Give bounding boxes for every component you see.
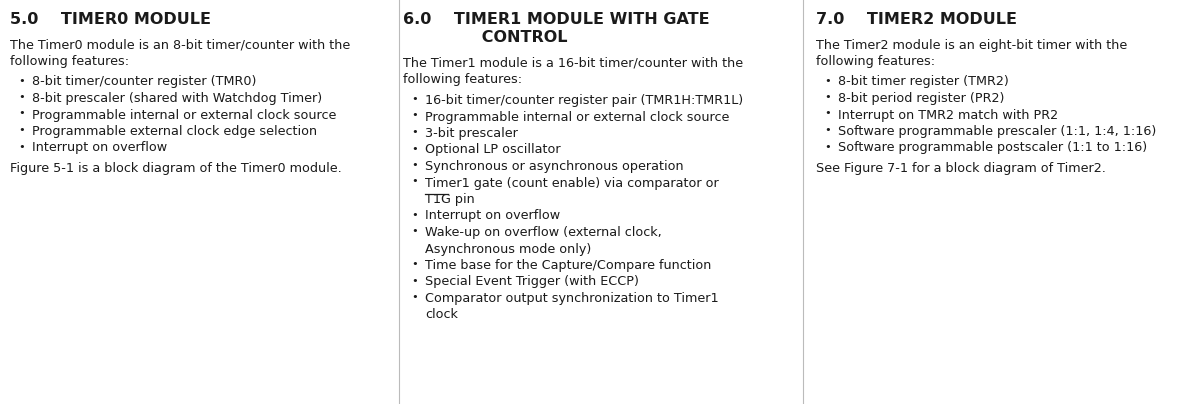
- Text: •: •: [410, 276, 418, 286]
- Text: clock: clock: [425, 309, 458, 322]
- Text: •: •: [18, 109, 25, 118]
- Text: •: •: [410, 177, 418, 187]
- Text: •: •: [410, 226, 418, 236]
- Text: 5.0    TIMER0 MODULE: 5.0 TIMER0 MODULE: [10, 12, 211, 27]
- Text: Programmable internal or external clock source: Programmable internal or external clock …: [425, 111, 730, 124]
- Text: 8-bit period register (PR2): 8-bit period register (PR2): [838, 92, 1004, 105]
- Text: following features:: following features:: [10, 55, 130, 68]
- Text: Interrupt on TMR2 match with PR2: Interrupt on TMR2 match with PR2: [838, 109, 1058, 122]
- Text: Interrupt on overflow: Interrupt on overflow: [425, 210, 560, 223]
- Text: 16-bit timer/counter register pair (TMR1H:TMR1L): 16-bit timer/counter register pair (TMR1…: [425, 94, 743, 107]
- Text: •: •: [18, 125, 25, 135]
- Text: •: •: [410, 127, 418, 137]
- Text: Wake-up on overflow (external clock,: Wake-up on overflow (external clock,: [425, 226, 661, 239]
- Text: Software programmable prescaler (1:1, 1:4, 1:16): Software programmable prescaler (1:1, 1:…: [838, 125, 1157, 138]
- Text: The Timer2 module is an eight-bit timer with the: The Timer2 module is an eight-bit timer …: [816, 38, 1127, 51]
- Text: See Figure 7-1 for a block diagram of Timer2.: See Figure 7-1 for a block diagram of Ti…: [816, 162, 1106, 175]
- Text: •: •: [410, 160, 418, 170]
- Text: •: •: [410, 94, 418, 104]
- Text: T1G pin: T1G pin: [425, 193, 475, 206]
- Text: •: •: [410, 292, 418, 302]
- Text: 8-bit timer/counter register (TMR0): 8-bit timer/counter register (TMR0): [32, 76, 257, 88]
- Text: Timer1 gate (count enable) via comparator or: Timer1 gate (count enable) via comparato…: [425, 177, 719, 189]
- Text: •: •: [410, 143, 418, 154]
- Text: Time base for the Capture/Compare function: Time base for the Capture/Compare functi…: [425, 259, 712, 272]
- Text: •: •: [824, 141, 830, 152]
- Text: Programmable external clock edge selection: Programmable external clock edge selecti…: [32, 125, 317, 138]
- Text: •: •: [824, 92, 830, 102]
- Text: •: •: [18, 92, 25, 102]
- Text: 6.0    TIMER1 MODULE WITH GATE: 6.0 TIMER1 MODULE WITH GATE: [403, 12, 709, 27]
- Text: •: •: [18, 76, 25, 86]
- Text: following features:: following features:: [403, 74, 522, 86]
- Text: Programmable internal or external clock source: Programmable internal or external clock …: [32, 109, 336, 122]
- Text: Figure 5-1 is a block diagram of the Timer0 module.: Figure 5-1 is a block diagram of the Tim…: [10, 162, 342, 175]
- Text: following features:: following features:: [816, 55, 935, 68]
- Text: The Timer1 module is a 16-bit timer/counter with the: The Timer1 module is a 16-bit timer/coun…: [403, 57, 743, 70]
- Text: 8-bit timer register (TMR2): 8-bit timer register (TMR2): [838, 76, 1009, 88]
- Text: Optional LP oscillator: Optional LP oscillator: [425, 143, 560, 156]
- Text: 3-bit prescaler: 3-bit prescaler: [425, 127, 518, 140]
- Text: •: •: [18, 141, 25, 152]
- Text: Special Event Trigger (with ECCP): Special Event Trigger (with ECCP): [425, 276, 638, 288]
- Text: Synchronous or asynchronous operation: Synchronous or asynchronous operation: [425, 160, 684, 173]
- Text: 8-bit prescaler (shared with Watchdog Timer): 8-bit prescaler (shared with Watchdog Ti…: [32, 92, 322, 105]
- Text: •: •: [410, 111, 418, 120]
- Text: •: •: [824, 125, 830, 135]
- Text: Interrupt on overflow: Interrupt on overflow: [32, 141, 167, 154]
- Text: Software programmable postscaler (1:1 to 1:16): Software programmable postscaler (1:1 to…: [838, 141, 1147, 154]
- Text: Comparator output synchronization to Timer1: Comparator output synchronization to Tim…: [425, 292, 719, 305]
- Text: •: •: [824, 76, 830, 86]
- Text: The Timer0 module is an 8-bit timer/counter with the: The Timer0 module is an 8-bit timer/coun…: [10, 38, 350, 51]
- Text: CONTROL: CONTROL: [403, 30, 568, 46]
- Text: •: •: [410, 259, 418, 269]
- Text: •: •: [824, 109, 830, 118]
- Text: •: •: [410, 210, 418, 219]
- Text: Asynchronous mode only): Asynchronous mode only): [425, 242, 592, 255]
- Text: 7.0    TIMER2 MODULE: 7.0 TIMER2 MODULE: [816, 12, 1018, 27]
